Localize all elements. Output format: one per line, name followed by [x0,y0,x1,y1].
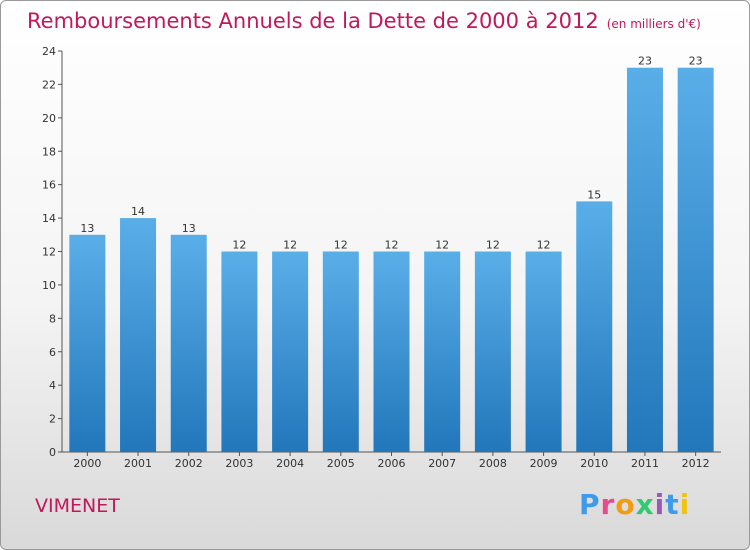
y-tick-label: 24 [42,45,56,58]
bar [120,218,157,452]
y-tick-label: 6 [49,346,56,359]
y-tick-label: 20 [42,112,56,125]
logo-letter: r [600,488,616,521]
x-tick-label: 2010 [580,457,608,470]
x-tick-label: 2003 [225,457,253,470]
x-tick-label: 2011 [631,457,659,470]
x-tick-label: 2001 [124,457,152,470]
x-tick-label: 2002 [175,457,203,470]
bar-value-label: 13 [182,222,196,235]
y-tick-label: 2 [49,413,56,426]
logo-letter: i [654,488,666,521]
logo-letter: x [635,488,655,521]
y-tick-label: 0 [49,446,56,459]
bar [69,234,106,452]
x-tick-label: 2006 [378,457,406,470]
x-tick-label: 2005 [327,457,355,470]
bar-value-label: 12 [537,239,551,252]
x-tick-label: 2004 [276,457,304,470]
y-tick-label: 22 [42,78,56,91]
bar-value-label: 12 [385,239,399,252]
bar [424,251,461,452]
bar-value-label: 15 [587,188,601,201]
bar [576,201,613,452]
bar [272,251,309,452]
logo-letter: P [579,488,601,521]
y-tick-label: 18 [42,145,56,158]
bar-value-label: 12 [486,239,500,252]
bar [221,251,258,452]
y-tick-label: 14 [42,212,56,225]
bar-value-label: 13 [80,222,94,235]
proxiti-logo: Proxiti [579,488,690,521]
y-tick-label: 12 [42,246,56,259]
bar-value-label: 23 [689,55,703,68]
bar [626,67,663,452]
x-ticks: 2000 2001 2002 2003 2004 2005 2006 2007 2008 2009… [73,452,710,470]
bar-value-label: 12 [435,239,449,252]
x-tick-label: 2007 [428,457,456,470]
bar [525,251,562,452]
bar-value-label: 23 [638,55,652,68]
bar [677,67,714,452]
chart-title-text: Remboursements Annuels de la Dette de 20… [27,9,599,33]
y-tick-label: 8 [49,312,56,325]
bar-value-label: 12 [232,239,246,252]
y-tick-label: 4 [49,379,56,392]
bars: 13 14 13 12 12 12 12 12 12 12 15 23 23 [69,55,714,452]
bar [474,251,511,452]
x-tick-label: 2000 [73,457,101,470]
bar [373,251,410,452]
x-tick-label: 2008 [479,457,507,470]
y-tick-label: 16 [42,179,56,192]
commune-name: VIMENET [35,495,120,517]
x-tick-label: 2009 [530,457,558,470]
bar-value-label: 12 [334,239,348,252]
bar-value-label: 14 [131,205,145,218]
x-tick-label: 2012 [682,457,710,470]
logo-letter: t [665,488,680,521]
logo-letter: o [615,488,636,521]
y-tick-label: 10 [42,279,56,292]
bar-value-label: 12 [283,239,297,252]
chart-subtitle: (en milliers d'€) [606,17,701,31]
bar [322,251,359,452]
bar [170,234,207,452]
chart-title: Remboursements Annuels de la Dette de 20… [27,9,701,33]
logo-letter: i [679,488,691,521]
